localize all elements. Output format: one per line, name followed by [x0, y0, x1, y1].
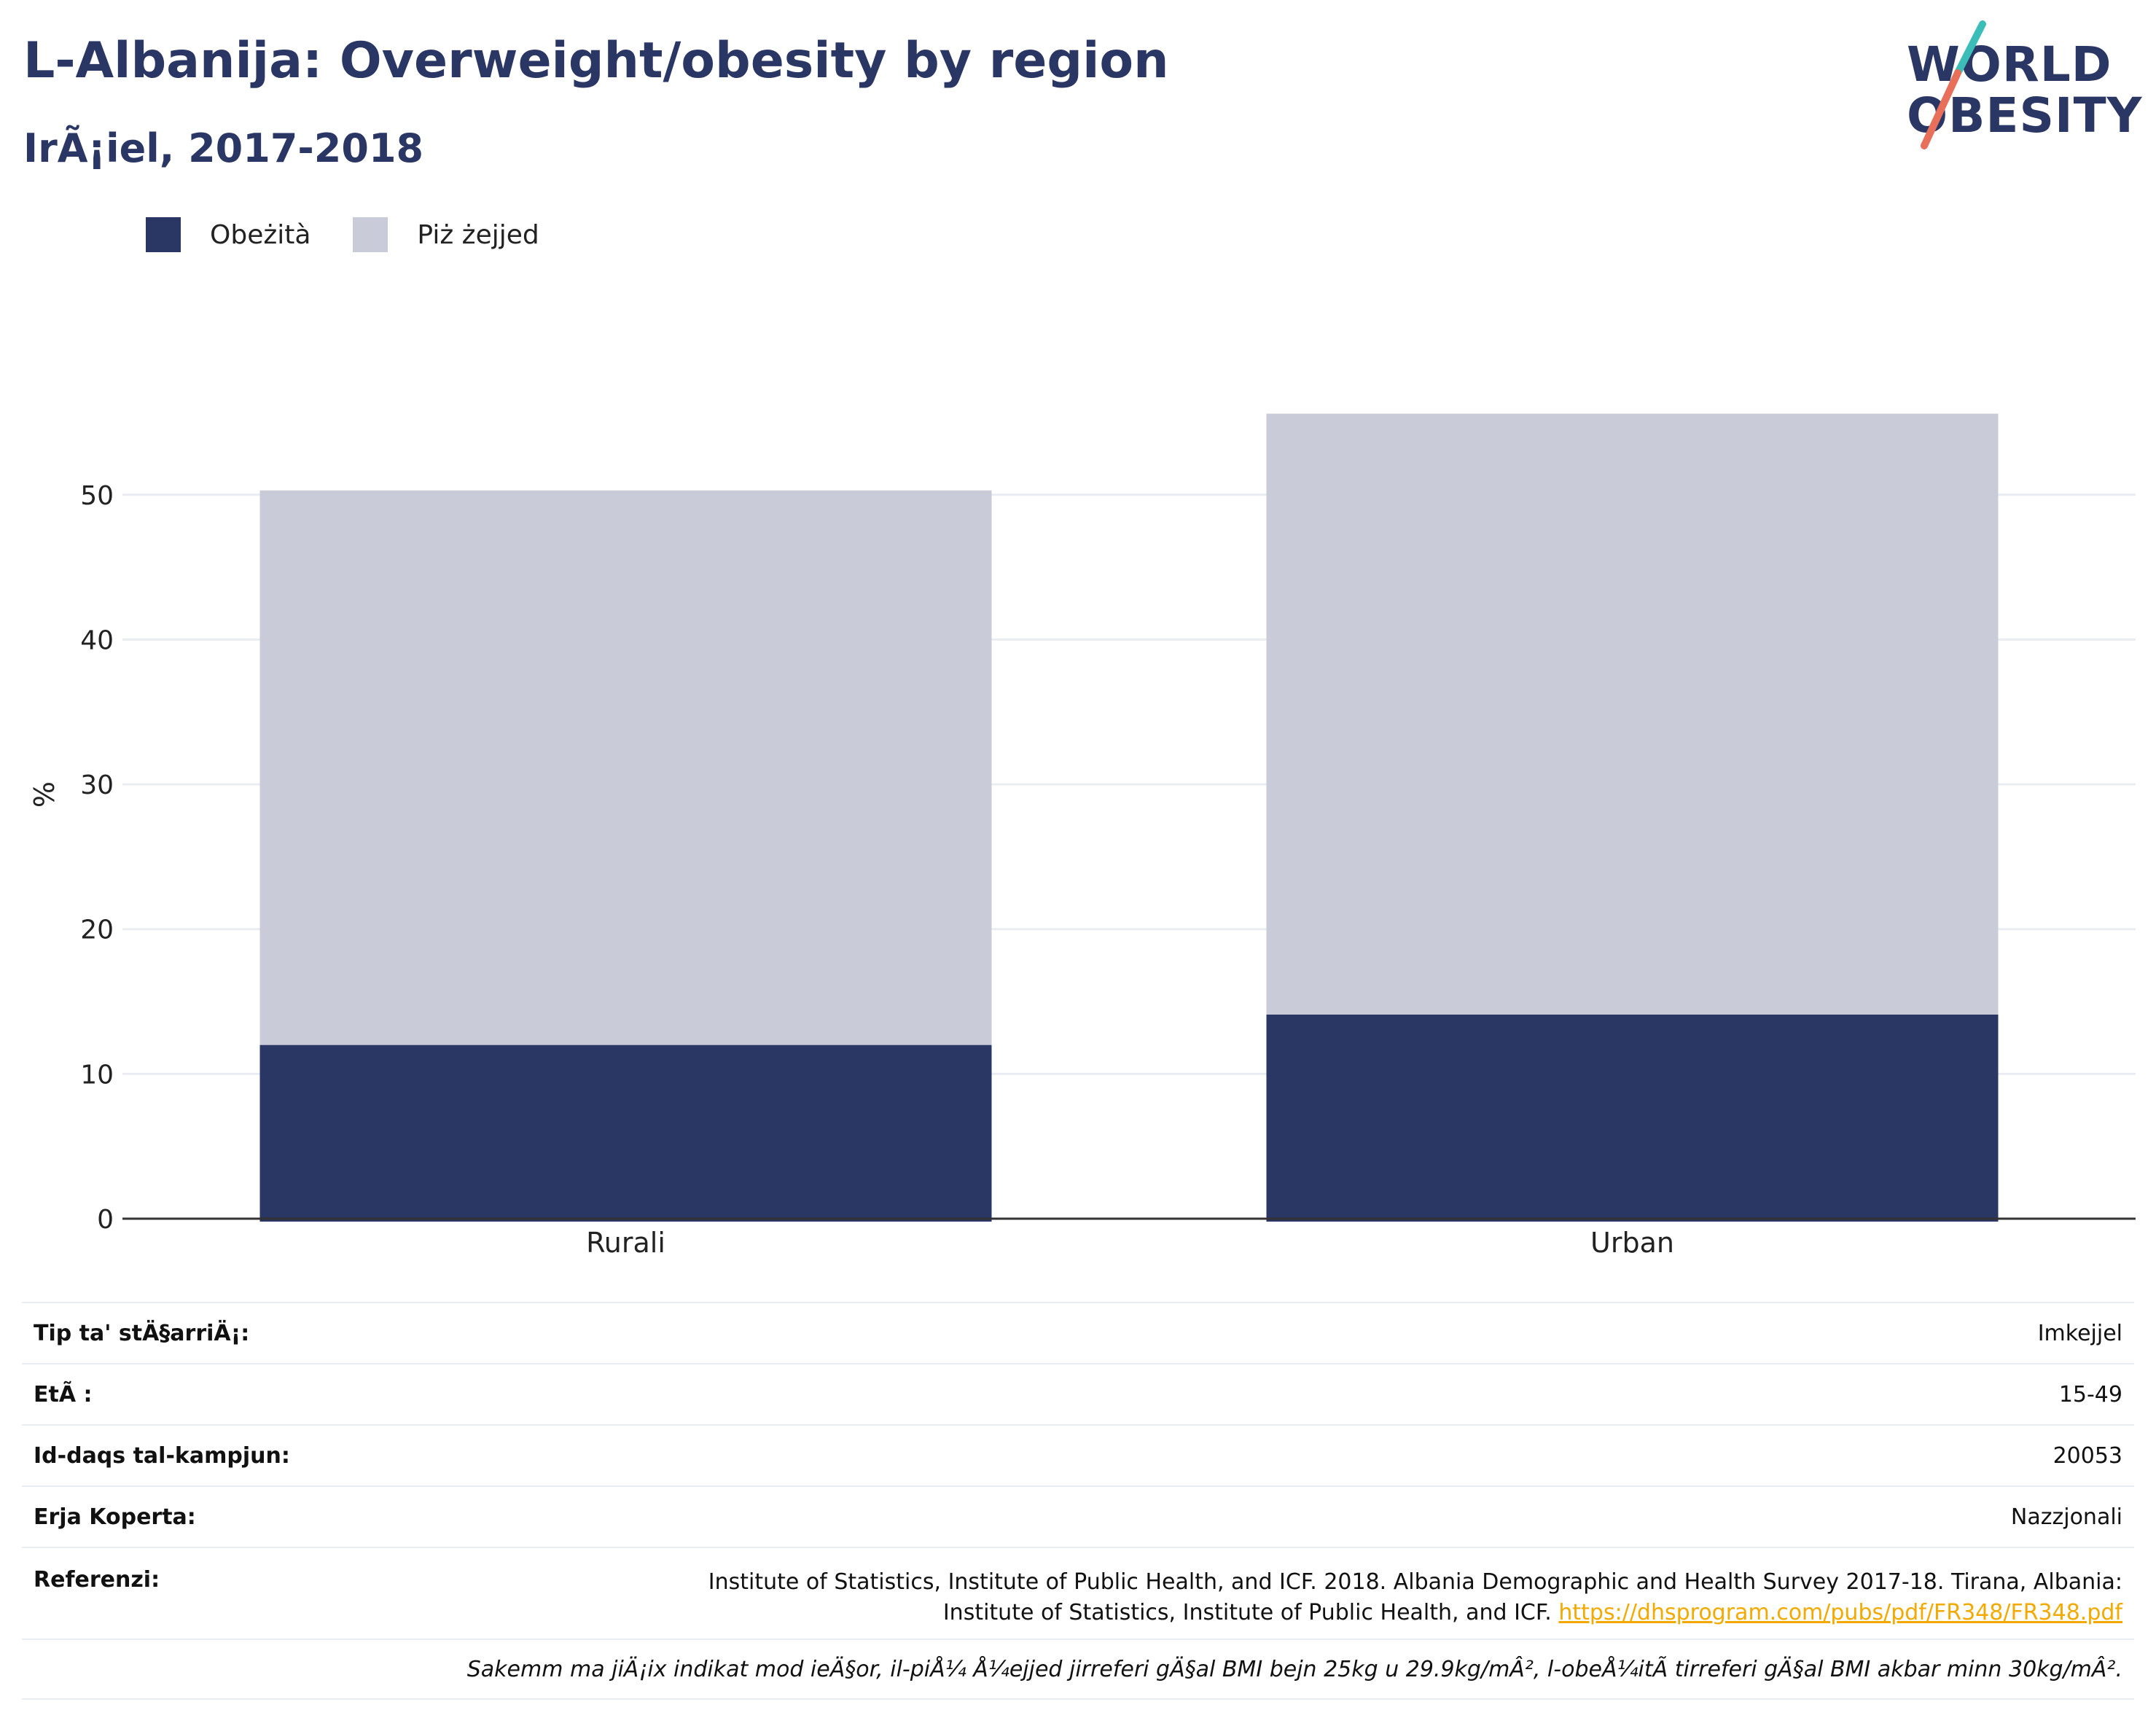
info-row-area: Erja Koperta: Nazzjonali	[22, 1485, 2134, 1547]
info-key: Id-daqs tal-kampjun:	[34, 1442, 290, 1469]
info-key: Erja Koperta:	[34, 1504, 196, 1530]
info-row-age: EtÃ : 15-49	[22, 1363, 2134, 1424]
info-value: Nazzjonali	[2010, 1504, 2122, 1530]
info-value: 15-49	[2058, 1381, 2122, 1407]
y-tick-label: 50	[80, 481, 114, 511]
reference-link[interactable]: https://dhsprogram.com/pubs/pdf/FR348/FR…	[1558, 1600, 2122, 1625]
logo-text-world: WORLD	[1907, 36, 2112, 93]
y-tick-label: 40	[80, 625, 114, 655]
bar-chart: 0 10 20 30 40 50% Rurali Urban	[28, 413, 2136, 1259]
legend-item-overweight[interactable]: Piż żejjed	[353, 217, 539, 252]
chart-title: L-Albanija: Overweight/obesity by region	[23, 32, 1169, 90]
y-tick-label: 30	[80, 770, 114, 800]
y-tick-label: 0	[97, 1205, 114, 1235]
legend-swatch-overweight	[353, 217, 388, 252]
chart-subtitle: IrÃ¡iel, 2017-2018	[23, 125, 424, 171]
info-row-reference: Referenzi: Institute of Statistics, Inst…	[22, 1547, 2134, 1639]
info-value: 20053	[2053, 1442, 2122, 1469]
bar-segment-overweight	[1266, 413, 1999, 1015]
y-axis-label: %	[28, 781, 60, 808]
legend-label-overweight: Piż żejjed	[417, 219, 539, 250]
info-value: Imkejjel	[2037, 1320, 2122, 1346]
y-tick-label: 20	[80, 915, 114, 945]
info-key: Referenzi:	[34, 1567, 160, 1593]
bar-segment-obesity	[259, 1044, 992, 1222]
info-key: EtÃ :	[34, 1381, 93, 1407]
bmi-note: Sakemm ma jiÄ¡ix indikat mod ieÄ§or, il-…	[466, 1656, 2122, 1682]
x-tick-label: Rurali	[586, 1227, 665, 1259]
y-tick-label: 10	[80, 1060, 114, 1090]
bar-segment-obesity	[1266, 1014, 1999, 1222]
info-key: Tip ta' stÄ§arriÄ¡:	[34, 1320, 250, 1346]
legend-item-obesity[interactable]: Obeżità	[146, 217, 310, 252]
info-table: Tip ta' stÄ§arriÄ¡: Imkejjel EtÃ : 15-49…	[22, 1302, 2134, 1700]
reference-line-2: Institute of Statistics, Institute of Pu…	[942, 1600, 1552, 1625]
world-obesity-logo: WORLD OBESITY	[1895, 20, 2143, 159]
legend-swatch-obesity	[146, 217, 181, 252]
legend-label-obesity: Obeżità	[210, 219, 311, 250]
x-tick-label: Urban	[1590, 1227, 1674, 1259]
reference-line-1: Institute of Statistics, Institute of Pu…	[708, 1569, 2122, 1595]
info-row-survey-type: Tip ta' stÄ§arriÄ¡: Imkejjel	[22, 1302, 2134, 1363]
info-row-sample-size: Id-daqs tal-kampjun: 20053	[22, 1424, 2134, 1485]
bar-segment-overweight	[259, 490, 992, 1045]
legend: Obeżità Piż żejjed	[146, 216, 582, 254]
logo-slash-icon	[1921, 20, 1986, 149]
reference-text: Institute of Statistics, Institute of Pu…	[708, 1567, 2122, 1628]
info-row-note: Sakemm ma jiÄ¡ix indikat mod ieÄ§or, il-…	[22, 1639, 2134, 1700]
